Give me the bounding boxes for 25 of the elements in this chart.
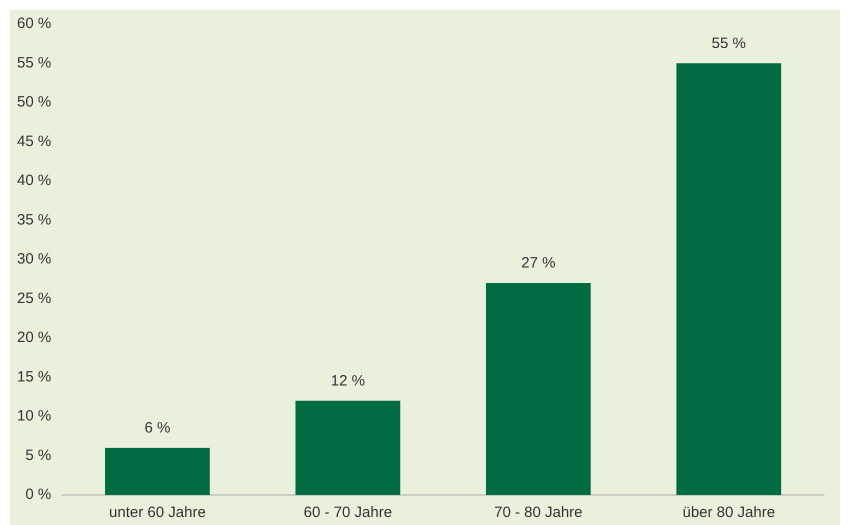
x-tick-label: 60 - 70 Jahre: [304, 504, 392, 522]
y-tick-label: 0 %: [25, 486, 52, 504]
data-label: 27 %: [521, 254, 556, 272]
x-tick-label: über 80 Jahre: [682, 504, 776, 522]
data-label: 12 %: [330, 372, 365, 390]
y-tick-label: 15 %: [16, 368, 52, 386]
y-tick-label: 60 %: [16, 15, 52, 32]
x-tick-label: unter 60 Jahre: [109, 504, 206, 522]
y-tick-label: 35 %: [16, 211, 52, 228]
bar: [486, 283, 591, 495]
y-tick-label: 45 %: [16, 132, 52, 150]
bar: [676, 63, 782, 495]
y-tick-label: 50 %: [16, 94, 52, 111]
x-tick-label: 70 - 80 Jahre: [494, 504, 583, 522]
y-tick-label: 20 %: [16, 329, 52, 346]
y-tick-label: 30 %: [16, 250, 52, 268]
data-label: 55 %: [712, 34, 746, 52]
data-label: 6 %: [144, 420, 170, 437]
y-tick-label: 25 %: [16, 290, 52, 307]
y-tick-label: 55 %: [16, 54, 52, 72]
y-tick-label: 40 %: [16, 172, 52, 190]
bar: [295, 400, 400, 495]
bar: [105, 448, 210, 495]
y-tick-label: 5 %: [25, 446, 52, 464]
y-tick-label: 10 %: [16, 408, 52, 425]
